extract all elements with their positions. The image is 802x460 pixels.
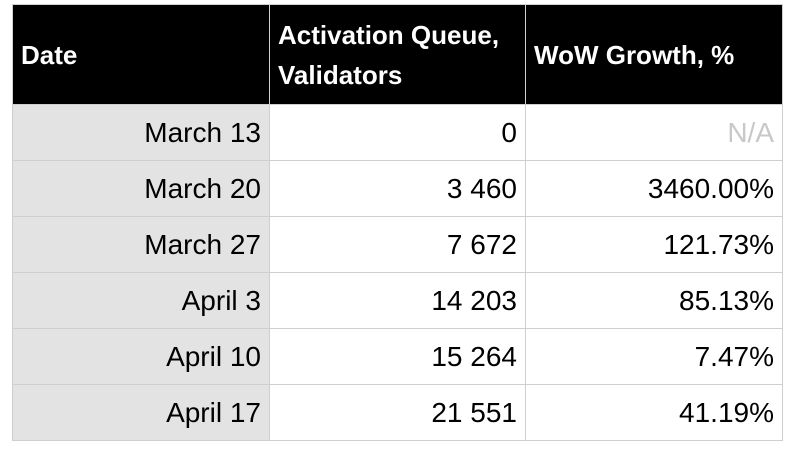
growth-cell: 41.19% [525,384,783,441]
growth-cell: 3460.00% [525,160,783,217]
table-row: April 17 21 551 41.19% [12,384,783,441]
header-row: Date Activation Queue, Validators WoW Gr… [12,4,783,105]
activation-queue-table: Date Activation Queue, Validators WoW Gr… [12,4,783,441]
growth-cell: N/A [525,104,783,161]
table-row: March 20 3 460 3460.00% [12,160,783,217]
queue-cell: 0 [269,104,526,161]
header-activation-queue: Activation Queue, Validators [269,4,526,105]
queue-cell: 21 551 [269,384,526,441]
header-wow-growth: WoW Growth, % [525,4,783,105]
date-cell: March 13 [12,104,270,161]
growth-cell: 85.13% [525,272,783,329]
date-cell: March 27 [12,216,270,273]
date-cell: April 17 [12,384,270,441]
header-date: Date [12,4,270,105]
table-row: April 3 14 203 85.13% [12,272,783,329]
queue-cell: 7 672 [269,216,526,273]
queue-cell: 15 264 [269,328,526,385]
table-row: April 10 15 264 7.47% [12,328,783,385]
date-cell: April 10 [12,328,270,385]
queue-cell: 14 203 [269,272,526,329]
queue-cell: 3 460 [269,160,526,217]
data-table-container: Date Activation Queue, Validators WoW Gr… [12,4,783,441]
table-row: March 13 0 N/A [12,104,783,161]
growth-cell: 7.47% [525,328,783,385]
table-row: March 27 7 672 121.73% [12,216,783,273]
growth-cell: 121.73% [525,216,783,273]
date-cell: March 20 [12,160,270,217]
date-cell: April 3 [12,272,270,329]
